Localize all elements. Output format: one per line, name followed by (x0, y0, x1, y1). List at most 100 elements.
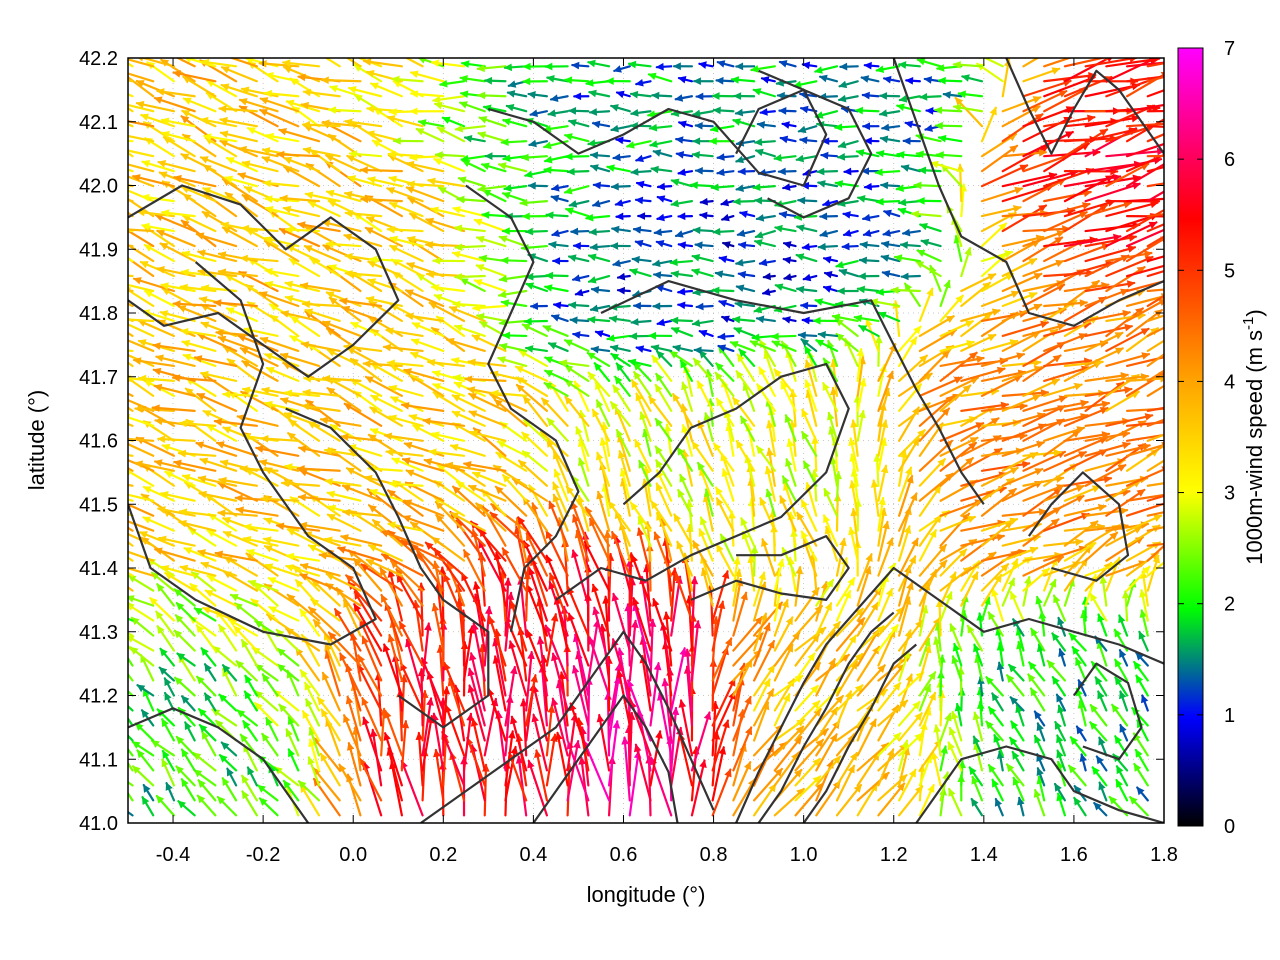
wind-arrow (835, 751, 858, 787)
wind-arrow (301, 710, 321, 742)
wind-arrow (918, 683, 932, 712)
wind-arrow-head (807, 652, 816, 662)
wind-arrow-head (1036, 767, 1044, 776)
wind-arrow (504, 591, 515, 652)
wind-arrow (633, 743, 652, 802)
wind-arrow-shaft (432, 712, 445, 772)
wind-arrow-head (1034, 710, 1042, 720)
wind-arrow-head (1051, 632, 1060, 642)
wind-arrow-head (405, 638, 413, 648)
wind-arrow (985, 720, 1004, 742)
wind-arrow (312, 619, 341, 652)
wind-arrow-head (492, 655, 501, 664)
wind-arrow (1033, 789, 1046, 817)
wind-arrow (128, 791, 134, 802)
wind-arrow (431, 712, 445, 772)
wind-arrow-shaft (658, 692, 673, 757)
wind-arrow-head (254, 702, 263, 711)
wind-arrow (415, 731, 424, 787)
wind-arrow (753, 678, 771, 712)
wind-arrow-head (767, 640, 775, 649)
wind-arrow (488, 615, 507, 667)
wind-arrow (1133, 762, 1149, 787)
wind-arrow-head (1068, 764, 1077, 774)
wind-arrow (175, 735, 196, 757)
wind-arrow (1089, 721, 1108, 742)
wind-arrow (835, 617, 866, 652)
wind-arrow-shaft (380, 593, 403, 637)
wind-arrow (711, 719, 730, 772)
wind-arrow-head (785, 616, 793, 626)
wind-arrow (1051, 676, 1067, 697)
wind-arrow (877, 624, 899, 652)
wind-arrow-head (1090, 704, 1098, 713)
wind-arrow-head (141, 709, 150, 718)
wind-arrow-shaft (649, 662, 660, 727)
wind-arrow-head (527, 650, 535, 660)
wind-arrow-head (118, 439, 125, 445)
wind-arrow-shaft (468, 667, 486, 727)
wind-arrow-shaft (545, 704, 554, 757)
wind-arrow (1016, 640, 1025, 667)
wind-arrow (257, 784, 279, 802)
wind-arrow (241, 774, 258, 802)
wind-arrow-shaft (462, 712, 473, 772)
wind-arrow (421, 697, 434, 757)
wind-arrow-head (322, 671, 330, 681)
wind-arrow (195, 624, 217, 652)
wind-arrow (525, 674, 538, 727)
wind-arrow-head (244, 690, 252, 700)
wind-arrow (244, 674, 258, 697)
wind-arrow (898, 768, 917, 802)
wind-arrow (1098, 736, 1108, 757)
wind-arrow-head (164, 691, 172, 701)
wind-arrow-shaft (544, 624, 569, 682)
wind-arrow-head (135, 722, 144, 731)
wind-arrow-head (120, 708, 126, 715)
wind-arrow-head (104, 524, 111, 530)
wind-arrow-head (768, 783, 777, 793)
wind-arrow-shaft (525, 650, 533, 712)
wind-arrow (357, 654, 383, 697)
wind-arrow (918, 784, 935, 817)
wind-arrow-shaft (321, 671, 341, 712)
wind-arrow (221, 664, 238, 682)
wind-arrow-head (886, 748, 895, 758)
wind-arrow-head (1079, 753, 1087, 763)
wind-arrow (648, 618, 657, 682)
wind-arrow-shaft (711, 731, 719, 787)
wind-arrow-shaft (587, 619, 599, 682)
wind-arrow (327, 631, 362, 667)
wind-arrow-head (164, 677, 172, 687)
wind-arrow-shaft (346, 695, 362, 742)
wind-arrow (297, 780, 321, 802)
wind-arrow-head (120, 491, 127, 497)
wind-arrow (1119, 690, 1129, 712)
wind-arrow-head (218, 624, 227, 633)
wind-arrow-head (241, 774, 249, 784)
wind-arrow-head (102, 541, 109, 547)
wind-arrow-head (596, 713, 605, 723)
wind-arrow-shaft (361, 696, 383, 742)
wind-arrow-shaft (400, 674, 406, 727)
wind-arrow-head (470, 718, 479, 727)
wind-arrow-head (298, 780, 307, 789)
wind-arrow-head (136, 749, 145, 759)
wind-arrow-head (1119, 649, 1127, 658)
wind-arrow (174, 614, 196, 637)
wind-arrow-head (923, 683, 932, 693)
wind-arrow-head (115, 516, 122, 522)
wind-arrow-head (380, 594, 388, 603)
wind-arrow-head (128, 320, 129, 323)
wind-arrow (1006, 674, 1025, 697)
wind-arrow-head (519, 698, 528, 707)
wind-arrow-head (902, 746, 911, 756)
wind-arrow (1011, 750, 1025, 772)
wind-arrow-head (226, 767, 234, 777)
wind-arrow-head (181, 695, 190, 704)
wind-arrow-shaft (687, 595, 694, 652)
wind-arrow (233, 625, 258, 652)
wind-arrow-head (215, 719, 224, 729)
wind-arrow-head (119, 530, 126, 536)
wind-arrow-shaft (358, 757, 383, 802)
